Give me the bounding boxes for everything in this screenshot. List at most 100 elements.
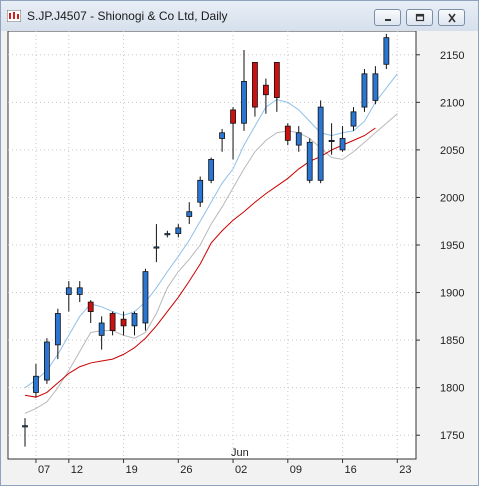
x-tick-label: 26 xyxy=(180,464,192,476)
candle-body-down xyxy=(120,318,127,327)
candle xyxy=(54,308,61,360)
candle-body-up xyxy=(131,313,138,327)
candle xyxy=(372,66,379,105)
candle-body-up xyxy=(153,246,160,249)
candle-body-up xyxy=(208,158,215,181)
candle xyxy=(273,61,280,112)
candle xyxy=(65,281,72,312)
candle-body-up xyxy=(76,287,83,295)
maximize-button[interactable] xyxy=(406,9,433,26)
y-tick-label: 1800 xyxy=(440,383,464,395)
candle xyxy=(98,316,105,350)
candle-body-up xyxy=(339,138,346,151)
y-tick-label: 1850 xyxy=(440,335,464,347)
price-chart: 1750 1800 1850 1900 1950 2000 2050 2100 2150 07 1… xyxy=(7,31,464,476)
close-button[interactable] xyxy=(438,9,465,26)
candle xyxy=(262,78,269,114)
candle-body-up xyxy=(295,132,302,146)
candle-body-up xyxy=(219,132,226,139)
candle xyxy=(164,230,171,238)
candle xyxy=(350,107,357,131)
candle xyxy=(317,100,324,184)
candle xyxy=(44,338,50,384)
title-bar[interactable]: S.JP.J4507 - Shionogi & Co Ltd, Daily xyxy=(1,1,478,31)
candle xyxy=(230,107,236,160)
moving-average-line xyxy=(24,73,398,389)
candle-body-up xyxy=(44,341,50,381)
candle-body-up xyxy=(372,73,379,101)
candle xyxy=(328,123,335,155)
candle xyxy=(120,311,127,336)
candle xyxy=(241,50,247,131)
candle-body-up xyxy=(65,287,72,295)
candle xyxy=(22,418,28,447)
x-tick-label: 07 xyxy=(38,464,50,476)
candle-body-down xyxy=(273,61,280,98)
candle xyxy=(361,69,368,112)
candle xyxy=(252,61,258,117)
grid xyxy=(8,31,416,459)
candle xyxy=(87,300,94,323)
candle xyxy=(131,311,138,336)
y-axis: 1750 1800 1850 1900 1950 2000 2050 2100 2150 xyxy=(416,50,464,442)
candle-body-up xyxy=(361,73,368,108)
x-tick-label: 19 xyxy=(126,464,138,476)
candle-body-up xyxy=(383,37,390,65)
candle-body-down xyxy=(230,109,236,124)
x-tick-label: 09 xyxy=(290,464,302,476)
y-tick-label: 2150 xyxy=(440,50,464,62)
candle xyxy=(76,281,83,303)
maximize-icon xyxy=(415,13,425,22)
moving-average-line xyxy=(24,127,376,398)
candle xyxy=(142,268,149,331)
candle xyxy=(109,311,116,336)
x-tick-label: 16 xyxy=(345,464,357,476)
candle xyxy=(186,202,193,225)
candle-body-up xyxy=(350,111,357,127)
y-tick-label: 1950 xyxy=(440,240,464,252)
close-icon xyxy=(448,13,456,23)
candle-body-up xyxy=(142,271,149,324)
x-tick-label: 23 xyxy=(399,464,411,476)
candle-body-up xyxy=(164,233,171,236)
y-tick-label: 2050 xyxy=(440,145,464,157)
x-tick-label: 12 xyxy=(71,464,83,476)
window-title: S.JP.J4507 - Shionogi & Co Ltd, Daily xyxy=(27,9,228,23)
candle xyxy=(208,157,215,184)
moving-average-line xyxy=(24,113,398,414)
candle xyxy=(153,224,160,263)
candle xyxy=(383,33,390,70)
minimize-button[interactable] xyxy=(374,9,401,26)
candle-body-up xyxy=(33,375,39,393)
candle-body-up xyxy=(54,313,61,346)
candle-body-down xyxy=(252,61,258,108)
candles xyxy=(22,33,390,447)
candle-body-up xyxy=(328,139,335,142)
candle xyxy=(175,224,182,238)
chart-app-icon xyxy=(7,10,21,22)
candle-body-down xyxy=(284,125,291,141)
candle-body-up xyxy=(175,227,182,234)
candle-body-down xyxy=(87,301,94,312)
candle xyxy=(284,123,291,146)
y-tick-label: 2000 xyxy=(440,192,464,204)
candle xyxy=(219,128,226,152)
candle xyxy=(295,126,302,152)
candle-body-down xyxy=(262,84,269,96)
x-tick-label: 02 xyxy=(235,464,247,476)
y-tick-label: 1750 xyxy=(440,430,464,442)
x-axis: 07 12 19 26 02 09 16 23 Jun xyxy=(35,447,412,476)
y-tick-label: 1900 xyxy=(440,288,464,300)
candle-body-up xyxy=(197,179,204,203)
minimize-icon xyxy=(385,19,391,21)
candle xyxy=(33,363,39,398)
candle xyxy=(306,138,313,184)
candle-body-up xyxy=(317,106,324,181)
candle-body-up xyxy=(306,141,313,181)
candle-body-up xyxy=(186,211,193,217)
candle xyxy=(197,176,204,207)
candle-body-up xyxy=(241,81,247,124)
candle xyxy=(339,126,346,152)
candle-body-up xyxy=(22,425,28,428)
